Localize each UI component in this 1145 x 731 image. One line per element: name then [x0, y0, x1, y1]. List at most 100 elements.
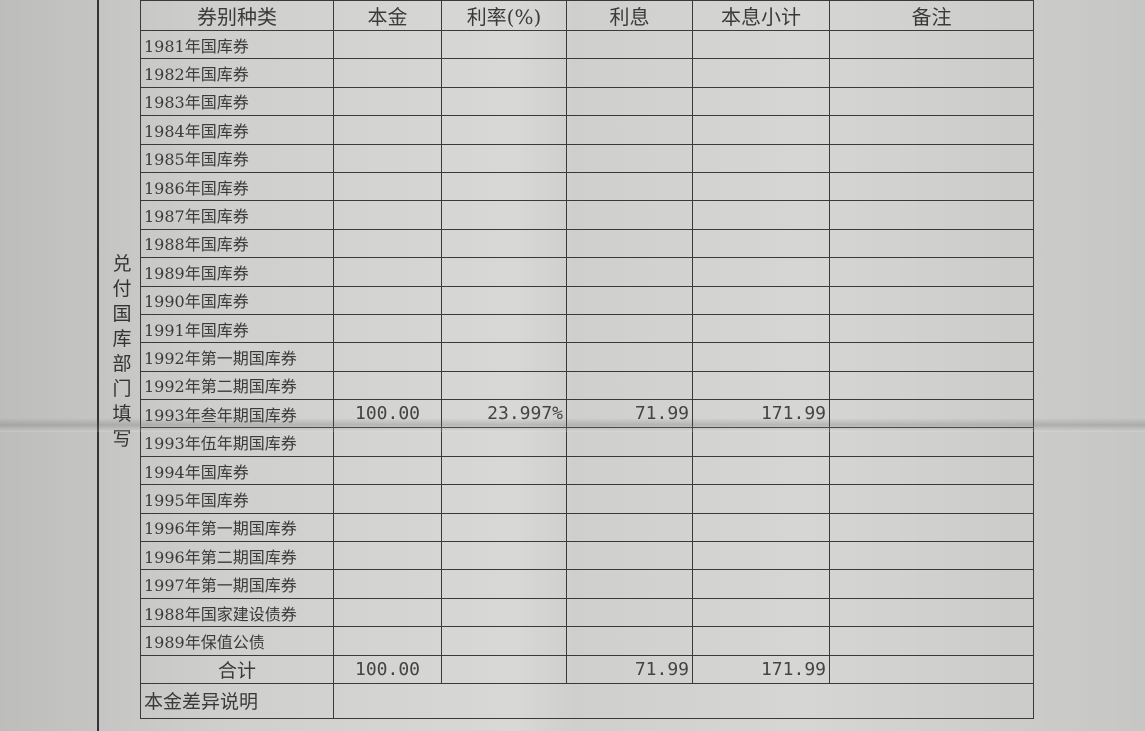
table-row: 1986年国库券: [140, 171, 1034, 202]
cell-interest: [566, 370, 693, 401]
total-note: [829, 654, 1034, 684]
cell-interest: [566, 257, 693, 287]
cell-rate: [441, 143, 567, 173]
table-row: 1996年第一期国库券: [140, 512, 1034, 543]
cell-principal: [333, 29, 442, 60]
cell-rate: [441, 257, 567, 287]
cell-subtotal: [692, 58, 830, 88]
cell-bond-name: 1996年第一期国库券: [140, 512, 334, 543]
cell-rate: [441, 200, 567, 230]
cell-principal: [333, 313, 442, 344]
cell-bond-name: 1981年国库券: [140, 29, 334, 60]
cell-rate: [441, 427, 567, 457]
cell-subtotal: [692, 29, 830, 60]
cell-note: [829, 427, 1034, 457]
cell-rate: [441, 541, 567, 571]
cell-bond-name: 1993年叁年期国库券: [140, 399, 334, 429]
cell-principal: [333, 626, 442, 656]
table-row: 1985年国库券: [140, 143, 1034, 173]
cell-note: [829, 569, 1034, 599]
cell-bond-name: 1982年国库券: [140, 58, 334, 88]
principal-diff-label: 本金差异说明: [140, 682, 334, 719]
cell-principal: [333, 541, 442, 571]
cell-subtotal: [692, 484, 830, 514]
side-label: 兑付国库部门填写: [112, 253, 132, 450]
cell-interest: [566, 58, 693, 88]
table-row: 1992年第一期国库券: [140, 342, 1034, 372]
cell-principal: [333, 484, 442, 514]
table-row: 1997年第一期国库券: [140, 569, 1034, 599]
cell-bond-name: 1993年伍年期国库券: [140, 427, 334, 457]
cell-interest: [566, 86, 693, 117]
cell-principal: [333, 342, 442, 372]
cell-principal: [333, 512, 442, 543]
cell-interest: [566, 313, 693, 344]
total-subtotal: 171.99: [692, 654, 830, 684]
cell-principal: [333, 115, 442, 145]
total-label: 合计: [140, 654, 334, 684]
cell-note: [829, 512, 1034, 543]
cell-note: [829, 29, 1034, 60]
cell-subtotal: [692, 257, 830, 287]
cell-interest: [566, 143, 693, 173]
cell-subtotal: [692, 427, 830, 457]
cell-bond-name: 1992年第一期国库券: [140, 342, 334, 372]
table-row: 1990年国库券: [140, 285, 1034, 315]
table-row: 1981年国库券: [140, 29, 1034, 60]
cell-note: [829, 115, 1034, 145]
total-row: 合计 100.00 71.99 171.99: [140, 654, 1034, 684]
cell-rate: [441, 29, 567, 60]
cell-principal: [333, 257, 442, 287]
cell-note: [829, 257, 1034, 287]
cell-interest: [566, 29, 693, 60]
cell-principal: [333, 370, 442, 401]
header-note: 备注: [829, 0, 1034, 31]
cell-interest: [566, 541, 693, 571]
cell-subtotal: [692, 455, 830, 486]
cell-note: [829, 313, 1034, 344]
cell-principal: [333, 569, 442, 599]
cell-bond-name: 1994年国库券: [140, 455, 334, 486]
cell-subtotal: [692, 370, 830, 401]
cell-interest: [566, 569, 693, 599]
cell-principal: [333, 427, 442, 457]
table-row: 1993年叁年期国库券 100.00 23.997% 71.99 171.99: [140, 399, 1034, 429]
header-bond-type: 券别种类: [140, 0, 334, 31]
cell-subtotal: [692, 143, 830, 173]
table-row: 1991年国库券: [140, 313, 1034, 344]
bond-redemption-table: 券别种类 本金 利率(%) 利息 本息小计 备注 1981年国库券 1982年国库…: [140, 0, 1034, 719]
table-row: 1984年国库券: [140, 115, 1034, 145]
cell-note: [829, 342, 1034, 372]
cell-interest: [566, 427, 693, 457]
cell-principal: [333, 455, 442, 486]
cell-note: [829, 597, 1034, 628]
cell-note: [829, 200, 1034, 230]
header-subtotal: 本息小计: [692, 0, 830, 31]
cell-interest: 71.99: [566, 399, 693, 429]
cell-rate: [441, 285, 567, 315]
principal-diff-value: [333, 682, 1034, 719]
table-row: 1992年第二期国库券: [140, 370, 1034, 401]
cell-subtotal: [692, 597, 830, 628]
cell-rate: [441, 342, 567, 372]
cell-subtotal: [692, 313, 830, 344]
cell-note: [829, 285, 1034, 315]
cell-rate: [441, 512, 567, 543]
cell-bond-name: 1995年国库券: [140, 484, 334, 514]
cell-principal: [333, 58, 442, 88]
cell-note: [829, 541, 1034, 571]
cell-bond-name: 1991年国库券: [140, 313, 334, 344]
cell-bond-name: 1988年国家建设债券: [140, 597, 334, 628]
cell-subtotal: [692, 86, 830, 117]
cell-note: [829, 228, 1034, 259]
cell-principal: [333, 143, 442, 173]
cell-bond-name: 1988年国库券: [140, 228, 334, 259]
cell-subtotal: [692, 512, 830, 543]
cell-principal: [333, 171, 442, 202]
principal-diff-row: 本金差异说明: [140, 682, 1034, 719]
cell-interest: [566, 200, 693, 230]
cell-rate: [441, 455, 567, 486]
cell-subtotal: [692, 626, 830, 656]
table-row: 1995年国库券: [140, 484, 1034, 514]
cell-rate: [441, 569, 567, 599]
